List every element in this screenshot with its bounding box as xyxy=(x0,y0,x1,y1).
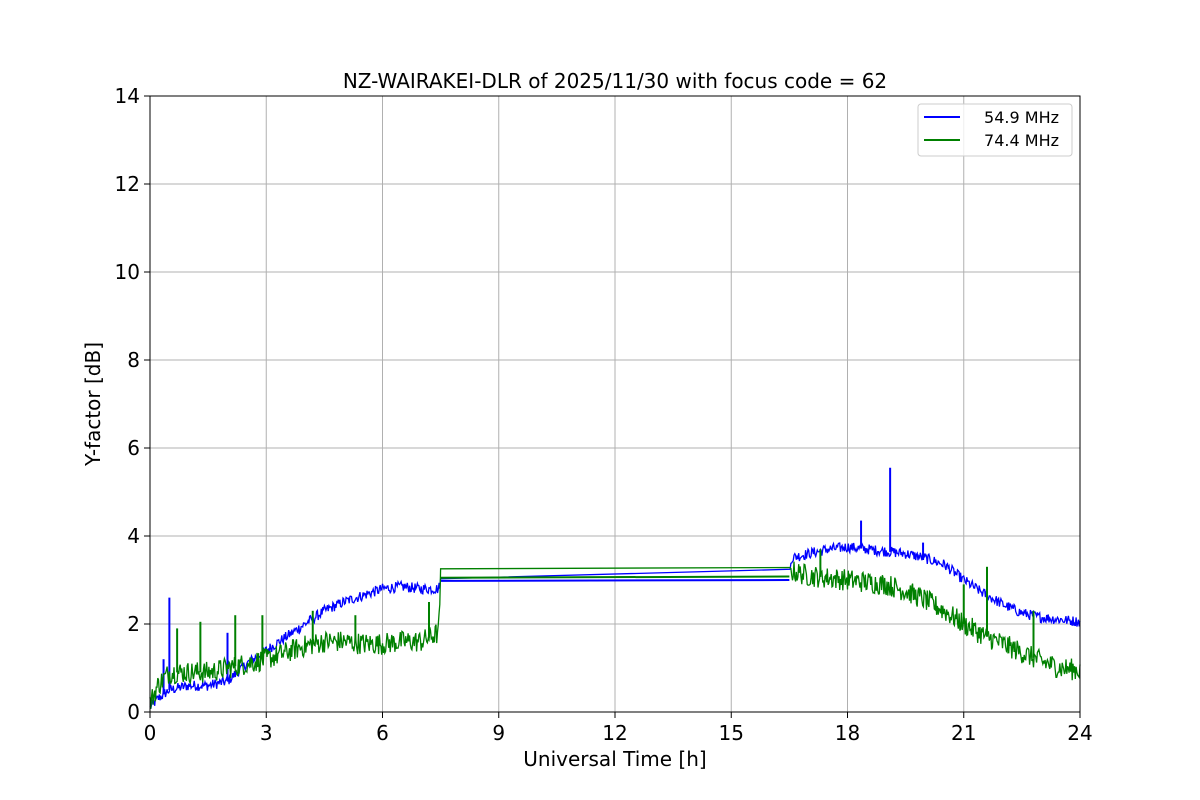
x-tick-label: 0 xyxy=(144,721,157,745)
x-tick-label: 6 xyxy=(376,721,389,745)
x-tick-label: 12 xyxy=(602,721,627,745)
y-tick-label: 2 xyxy=(127,612,140,636)
x-tick-label: 3 xyxy=(260,721,273,745)
series-line-1 xyxy=(149,561,1081,709)
y-tick-label: 8 xyxy=(127,348,140,372)
legend: 54.9 MHz 74.4 MHz xyxy=(917,103,1073,157)
chart-title: NZ-WAIRAKEI-DLR of 2025/11/30 with focus… xyxy=(343,69,887,93)
legend-label-54-9: 54.9 MHz xyxy=(984,108,1059,127)
y-tick-label: 10 xyxy=(115,260,140,284)
series-gap-line-1 xyxy=(440,575,790,579)
y-tick-label: 6 xyxy=(127,436,140,460)
x-tick-label: 24 xyxy=(1067,721,1092,745)
x-tick-label: 21 xyxy=(951,721,976,745)
series-layer xyxy=(149,467,1081,709)
series-gap-line-0 xyxy=(440,579,790,582)
x-axis-label: Universal Time [h] xyxy=(523,747,706,771)
y-tick-label: 0 xyxy=(127,700,140,724)
x-tick-label: 18 xyxy=(835,721,860,745)
x-tick-label: 15 xyxy=(719,721,744,745)
y-tick-label: 12 xyxy=(115,172,140,196)
legend-label-74-4: 74.4 MHz xyxy=(984,131,1059,150)
y-tick-label: 14 xyxy=(115,84,140,108)
y-axis-label: Y-factor [dB] xyxy=(81,342,105,467)
x-tick-label: 9 xyxy=(492,721,505,745)
y-tick-label: 4 xyxy=(127,524,140,548)
